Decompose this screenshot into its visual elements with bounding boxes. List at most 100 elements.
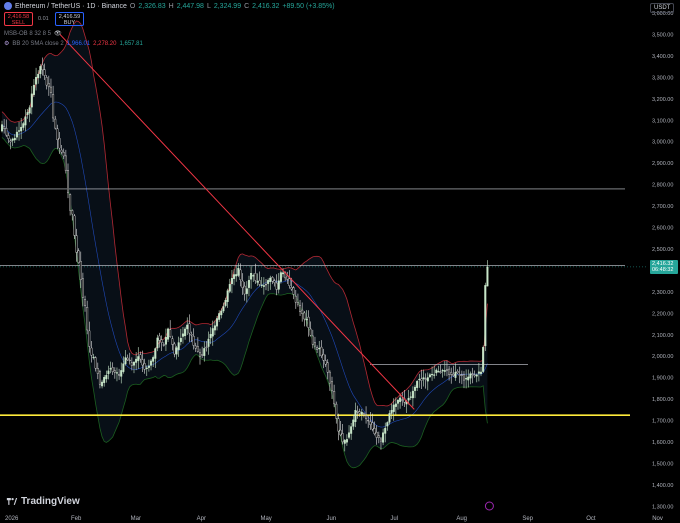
candle — [18, 121, 21, 141]
candle-body — [343, 439, 346, 444]
candle-body — [435, 369, 438, 374]
candle — [147, 359, 150, 372]
candle — [75, 228, 78, 262]
candle — [467, 369, 470, 388]
x-tick-label: Jun — [326, 516, 336, 522]
eye-icon[interactable]: 👁 — [54, 31, 62, 37]
candle — [115, 367, 118, 382]
candle-body — [209, 334, 212, 339]
sell-button[interactable]: 2,416.58 SELL — [4, 12, 33, 26]
candle-body — [386, 422, 389, 427]
candle — [135, 351, 138, 371]
candle — [252, 273, 255, 282]
candle-body — [396, 399, 399, 404]
candle-body — [105, 375, 108, 380]
y-tick-label: 2,900.00 — [652, 161, 673, 167]
candle — [164, 328, 167, 352]
candle-body — [30, 93, 33, 108]
candle-body — [462, 374, 465, 381]
candle — [73, 213, 76, 240]
candle — [124, 350, 127, 366]
candle — [105, 370, 108, 383]
candle — [247, 275, 250, 297]
candle — [92, 353, 95, 360]
candle-body — [239, 269, 242, 280]
candle — [350, 422, 353, 440]
low-label: L — [206, 2, 211, 10]
close-value: 2,416.32 — [252, 2, 280, 10]
candle — [84, 295, 87, 312]
candle — [407, 390, 410, 405]
candle — [379, 437, 382, 450]
candle — [375, 425, 378, 445]
candle — [69, 193, 72, 216]
candle — [384, 422, 387, 443]
candle-body — [365, 415, 368, 419]
candle-body — [473, 374, 476, 377]
candle — [205, 341, 208, 352]
candle — [335, 401, 338, 424]
candle-body — [181, 333, 184, 337]
candle-body — [71, 210, 74, 215]
y-tick-label: 1,500.00 — [652, 461, 673, 467]
candle-body — [88, 330, 91, 347]
y-tick-label: 1,800.00 — [652, 397, 673, 403]
candle-body — [384, 427, 387, 434]
candle-body — [354, 410, 357, 422]
candle — [303, 310, 306, 327]
candle-body — [454, 372, 457, 378]
candle-body — [15, 131, 18, 138]
tradingview-logo[interactable]: TradingView — [6, 496, 80, 507]
candle — [267, 278, 270, 292]
candle — [179, 328, 182, 346]
candle — [269, 275, 272, 290]
candle — [450, 367, 453, 384]
candle — [71, 209, 74, 221]
y-tick-label: 1,400.00 — [652, 483, 673, 489]
bb-basis-value: 1,966.01 — [66, 40, 91, 47]
candle-body — [143, 363, 146, 370]
last-price-value: 2,416.32 — [652, 261, 674, 267]
candle — [7, 132, 10, 144]
candle-body — [224, 300, 227, 306]
candle-body — [122, 363, 125, 372]
buy-button[interactable]: 2,416.59 BUY — [55, 12, 84, 26]
ethereum-icon — [4, 2, 12, 10]
candle — [58, 131, 61, 154]
candle — [130, 357, 133, 371]
indicator-bb[interactable]: ⚙ BB 20 SMA close 2 1,966.01 2,278.20 1,… — [4, 40, 143, 48]
candle — [367, 415, 370, 428]
currency-selector[interactable]: USDT — [650, 3, 675, 13]
candle-body — [241, 280, 244, 288]
candle-body — [139, 354, 142, 360]
candle-body — [145, 367, 148, 369]
symbol-legend[interactable]: Ethereum / TetherUS · 1D · Binance O 2,32… — [4, 2, 335, 10]
candle-body — [339, 429, 342, 436]
candle — [177, 336, 180, 357]
low-value: 2,324.99 — [213, 2, 242, 10]
candle-body — [379, 438, 382, 442]
indicator-msb-ob[interactable]: MSB-OB 8 32 8 5 👁 — [4, 30, 62, 38]
bb-lower-value: 1,657.81 — [119, 40, 143, 47]
candle — [260, 277, 263, 288]
candle — [452, 365, 455, 377]
descending-trendline — [59, 34, 415, 410]
y-tick-label: 3,200.00 — [652, 97, 673, 103]
candle — [98, 369, 101, 389]
candle — [394, 397, 397, 415]
candle — [226, 288, 229, 308]
candle — [296, 293, 299, 307]
candle-body — [401, 399, 404, 401]
candle — [126, 354, 129, 361]
candle-body — [333, 391, 336, 405]
x-tick-label: Sep — [522, 516, 533, 522]
candle — [196, 337, 199, 353]
candle-body — [184, 328, 187, 337]
candle — [311, 329, 314, 349]
x-tick-label: Oct — [586, 516, 596, 522]
candle-body — [213, 325, 216, 331]
bollinger-bands — [1, 20, 488, 469]
open-label: O — [129, 2, 136, 10]
candle — [79, 251, 82, 289]
